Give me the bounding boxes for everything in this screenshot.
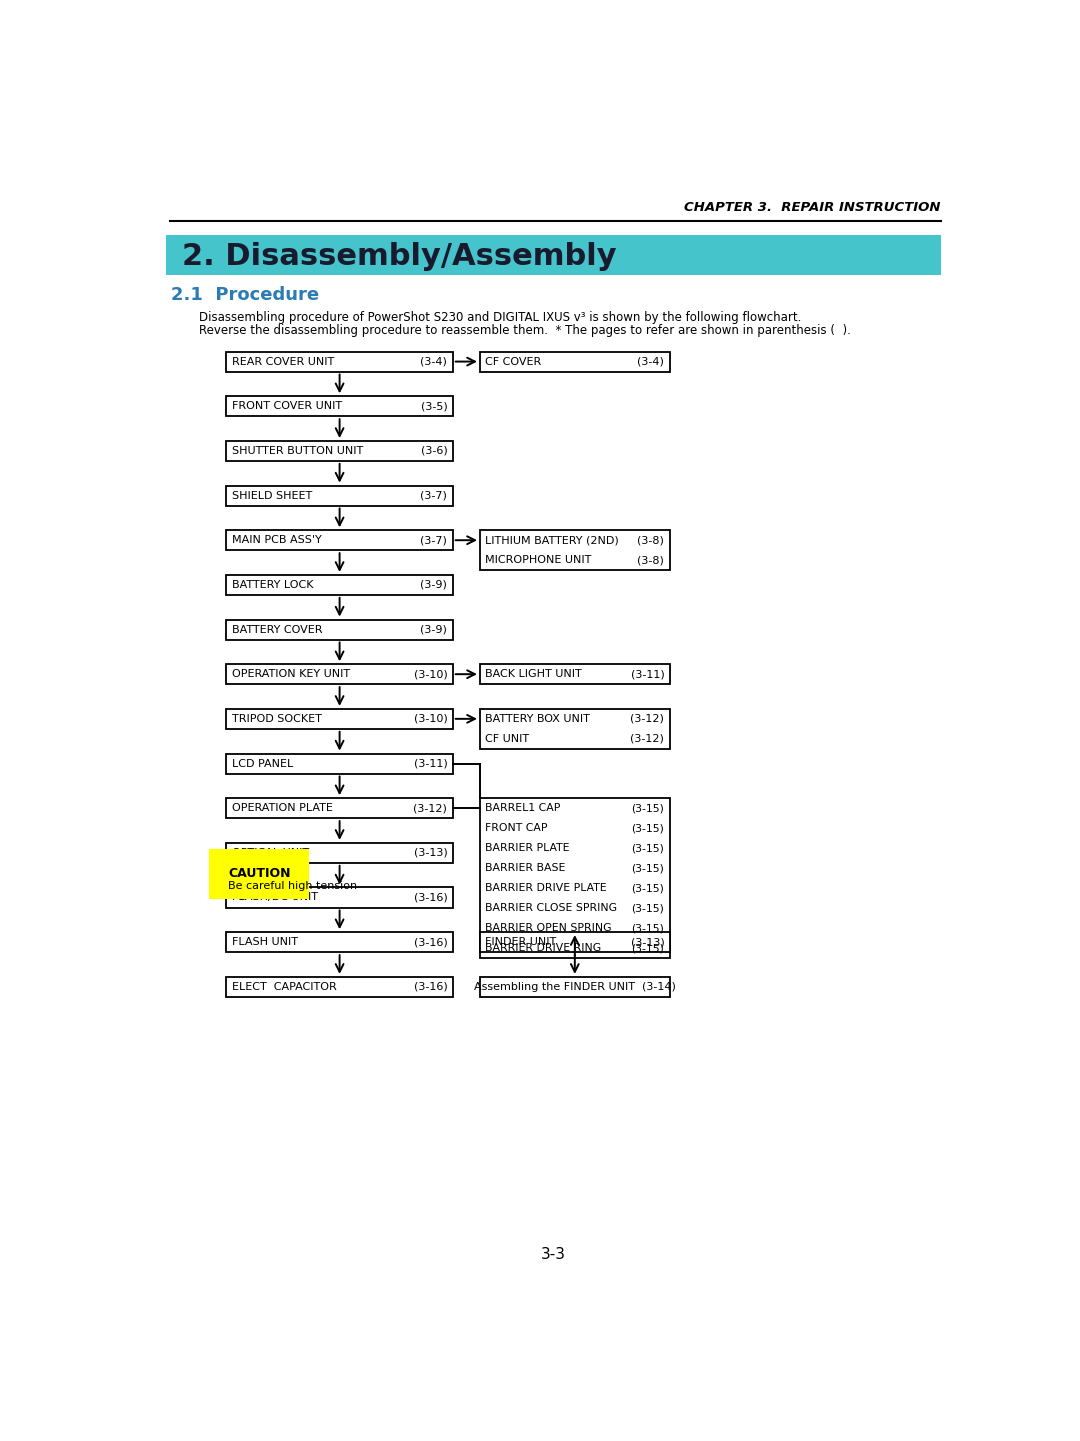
Bar xyxy=(480,664,670,684)
Text: CHAPTER 3.  REPAIR INSTRUCTION: CHAPTER 3. REPAIR INSTRUCTION xyxy=(685,202,941,215)
Text: (3-15): (3-15) xyxy=(632,904,664,914)
Text: (3-9): (3-9) xyxy=(420,579,447,589)
Text: REAR COVER UNIT: REAR COVER UNIT xyxy=(232,356,334,366)
Text: BATTERY COVER: BATTERY COVER xyxy=(232,624,322,634)
Text: (3-5): (3-5) xyxy=(420,401,447,411)
Bar xyxy=(227,843,453,863)
Text: BARREL1 CAP: BARREL1 CAP xyxy=(485,803,561,813)
Text: (3-4): (3-4) xyxy=(420,356,447,366)
Text: (3-15): (3-15) xyxy=(632,883,664,893)
Bar xyxy=(227,798,453,818)
Text: (3-16): (3-16) xyxy=(414,937,447,947)
Text: (3-9): (3-9) xyxy=(420,624,447,634)
Text: Assembling the FINDER UNIT  (3-14): Assembling the FINDER UNIT (3-14) xyxy=(474,981,676,991)
Bar xyxy=(227,396,453,416)
Bar xyxy=(227,486,453,506)
Text: ELECT  CAPACITOR: ELECT CAPACITOR xyxy=(232,981,337,991)
Text: BATTERY LOCK: BATTERY LOCK xyxy=(232,579,313,589)
Text: LITHIUM BATTERY (2ND): LITHIUM BATTERY (2ND) xyxy=(485,535,619,545)
Text: OPERATION PLATE: OPERATION PLATE xyxy=(232,803,333,813)
Text: 2.1  Procedure: 2.1 Procedure xyxy=(172,285,320,304)
Text: CF UNIT: CF UNIT xyxy=(485,733,529,744)
Text: FLASH UNIT: FLASH UNIT xyxy=(232,937,298,947)
Bar xyxy=(480,530,670,571)
Bar xyxy=(480,352,670,372)
Bar xyxy=(227,530,453,550)
Text: MICROPHONE UNIT: MICROPHONE UNIT xyxy=(485,555,592,565)
Text: FINDER UNIT: FINDER UNIT xyxy=(485,937,556,947)
Text: (3-15): (3-15) xyxy=(632,843,664,853)
Text: SHUTTER BUTTON UNIT: SHUTTER BUTTON UNIT xyxy=(232,445,363,455)
Text: BARRIER BASE: BARRIER BASE xyxy=(485,863,566,873)
Text: (3-15): (3-15) xyxy=(632,863,664,873)
Text: BACK LIGHT UNIT: BACK LIGHT UNIT xyxy=(485,669,582,679)
Text: (3-11): (3-11) xyxy=(631,669,664,679)
Text: (3-16): (3-16) xyxy=(414,892,447,902)
Text: (3-13): (3-13) xyxy=(631,937,664,947)
Text: (3-6): (3-6) xyxy=(420,445,447,455)
Bar xyxy=(227,932,453,953)
Text: (3-8): (3-8) xyxy=(637,535,664,545)
Text: (3-4): (3-4) xyxy=(637,356,664,366)
Text: (3-8): (3-8) xyxy=(637,555,664,565)
Bar xyxy=(227,441,453,461)
Text: (3-16): (3-16) xyxy=(414,981,447,991)
Text: (3-15): (3-15) xyxy=(632,803,664,813)
Text: SHIELD SHEET: SHIELD SHEET xyxy=(232,490,312,500)
Bar xyxy=(227,575,453,595)
Text: (3-15): (3-15) xyxy=(632,944,664,954)
Bar xyxy=(166,235,941,275)
Bar xyxy=(227,352,453,372)
Text: BARRIER PLATE: BARRIER PLATE xyxy=(485,843,570,853)
Text: OPTICAL UNIT: OPTICAL UNIT xyxy=(232,847,309,857)
Text: CF COVER: CF COVER xyxy=(485,356,541,366)
Text: (3-7): (3-7) xyxy=(420,490,447,500)
Bar xyxy=(480,798,670,958)
Text: CAUTION: CAUTION xyxy=(228,867,291,880)
Text: (3-10): (3-10) xyxy=(414,713,447,723)
Bar xyxy=(227,977,453,997)
Text: Disassembling procedure of PowerShot S230 and DIGITAL IXUS v³ is shown by the fo: Disassembling procedure of PowerShot S23… xyxy=(199,311,801,324)
Bar xyxy=(227,664,453,684)
Text: (3-7): (3-7) xyxy=(420,535,447,545)
Text: (3-11): (3-11) xyxy=(414,758,447,768)
Text: TRIPOD SOCKET: TRIPOD SOCKET xyxy=(232,713,322,723)
Bar xyxy=(480,932,670,953)
Text: LCD PANEL: LCD PANEL xyxy=(232,758,293,768)
Text: (3-10): (3-10) xyxy=(414,669,447,679)
Text: 3-3: 3-3 xyxy=(541,1248,566,1262)
Text: FRONT COVER UNIT: FRONT COVER UNIT xyxy=(232,401,342,411)
Text: BARRIER DRIVE PLATE: BARRIER DRIVE PLATE xyxy=(485,883,607,893)
Text: (3-15): (3-15) xyxy=(632,823,664,833)
Text: OPERATION KEY UNIT: OPERATION KEY UNIT xyxy=(232,669,350,679)
Bar xyxy=(480,709,670,749)
Text: MAIN PCB ASS'Y: MAIN PCB ASS'Y xyxy=(232,535,322,545)
Text: 2. Disassembly/Assembly: 2. Disassembly/Assembly xyxy=(181,242,616,271)
Bar xyxy=(227,709,453,729)
Bar xyxy=(480,977,670,997)
Text: Reverse the disassembling procedure to reassemble them.  * The pages to refer ar: Reverse the disassembling procedure to r… xyxy=(199,324,850,337)
Bar xyxy=(227,754,453,774)
Text: (3-13): (3-13) xyxy=(414,847,447,857)
Text: BATTERY BOX UNIT: BATTERY BOX UNIT xyxy=(485,713,590,723)
Bar xyxy=(227,888,453,908)
Text: BARRIER OPEN SPRING: BARRIER OPEN SPRING xyxy=(485,924,611,934)
Text: Be careful high tension: Be careful high tension xyxy=(228,880,357,891)
Bar xyxy=(227,620,453,640)
Text: FLASH/DC UNIT: FLASH/DC UNIT xyxy=(232,892,318,902)
Text: FRONT CAP: FRONT CAP xyxy=(485,823,548,833)
Text: (3-12): (3-12) xyxy=(631,713,664,723)
Text: (3-12): (3-12) xyxy=(631,733,664,744)
Text: (3-12): (3-12) xyxy=(414,803,447,813)
Text: (3-15): (3-15) xyxy=(632,924,664,934)
Text: BARRIER DRIVE RING: BARRIER DRIVE RING xyxy=(485,944,602,954)
Text: BARRIER CLOSE SPRING: BARRIER CLOSE SPRING xyxy=(485,904,618,914)
